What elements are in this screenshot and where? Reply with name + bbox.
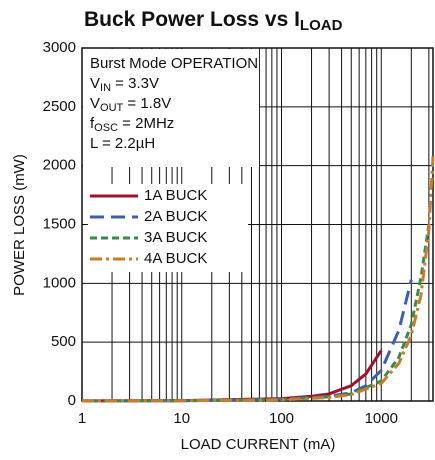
legend-label: 2A BUCK [144,208,207,225]
series-line [81,156,435,403]
annotation: VIN = 3.3V [90,75,159,94]
y-tick-label: 3000 [43,39,76,56]
legend-label: 4A BUCK [144,250,207,267]
y-tick-label: 0 [68,392,76,409]
annotation-sub: OSC [94,122,118,134]
y-tick-label: 2500 [43,98,76,115]
annotation-text: V [90,75,100,92]
annotation-text: Burst Mode OPERATION [90,55,258,72]
annotation-background [83,49,259,167]
annotation-rest: = 2MHz [118,115,174,132]
x-tick-label: 100 [269,410,294,427]
x-tick-label: 10 [173,410,190,427]
annotation-sub: IN [100,82,111,94]
x-tick-label: 1000 [365,410,398,427]
y-axis-label: POWER LOSS (mW) [11,154,28,296]
legend-label: 3A BUCK [144,229,207,246]
legend-background [88,184,248,272]
annotation-sub: OUT [100,102,124,114]
annotation-text: V [90,95,100,112]
series-line [81,349,383,403]
y-tick-label: 1000 [43,274,76,291]
chart-title: Buck Power Loss vs ILOAD [84,8,343,34]
x-tick-label: 1 [78,410,86,427]
annotation-text: f [90,115,95,132]
title-sub: LOAD [300,17,343,34]
annotation-rest: = 3.3V [111,75,159,92]
annotation-text: L = 2.2µH [90,135,155,152]
x-axis-label: LOAD CURRENT (mA) [181,436,336,453]
annotation: VOUT = 1.8V [90,95,171,114]
annotation: Burst Mode OPERATION [90,55,258,72]
y-tick-label: 1500 [43,215,76,232]
annotation: fOSC = 2MHz [90,115,174,134]
legend-label: 1A BUCK [144,187,207,204]
annotation-rest: = 1.8V [123,95,171,112]
title-main: Buck Power Loss vs I [84,8,300,31]
series-line [81,279,413,403]
y-tick-label: 2000 [43,157,76,174]
annotation: L = 2.2µH [90,135,155,152]
y-tick-label: 500 [51,333,76,350]
